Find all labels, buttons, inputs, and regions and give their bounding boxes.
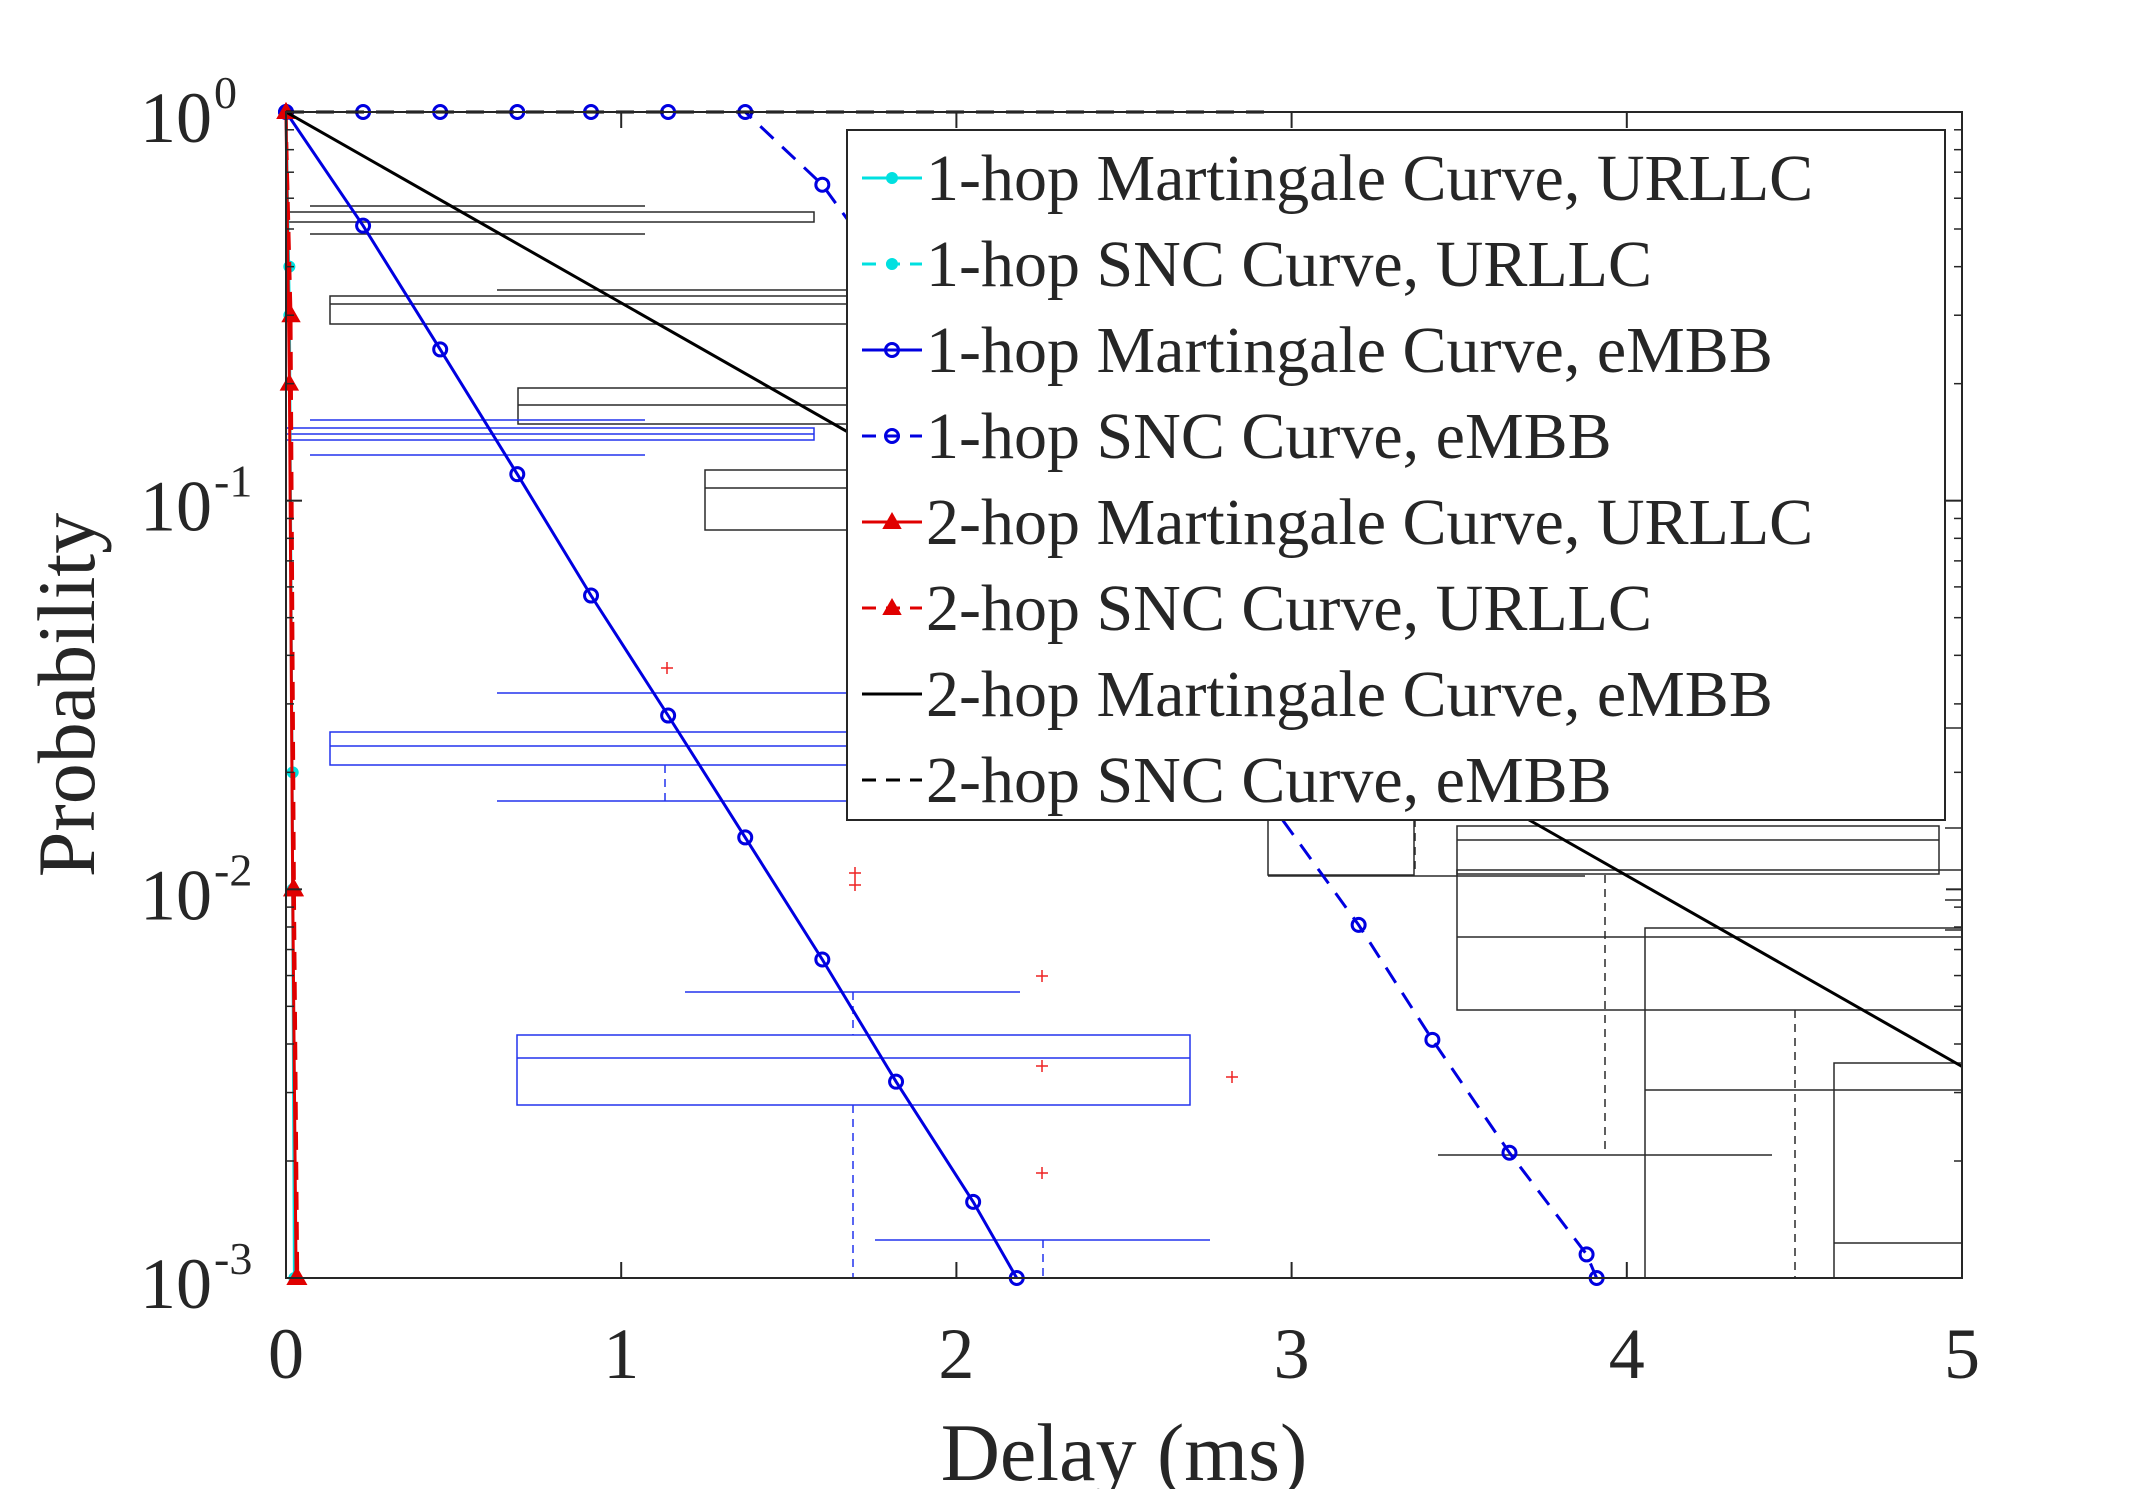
legend-label-7: 2-hop Martingale Curve, eMBB — [926, 658, 1773, 731]
series-3-point — [583, 587, 600, 604]
legend-marker-1 — [886, 172, 898, 184]
legend-label-1: 1-hop Martingale Curve, URLLC — [926, 142, 1813, 215]
y-tick-exponent: 0 — [214, 67, 237, 118]
x-tick-label: 5 — [1944, 1314, 1980, 1394]
series-3-point — [965, 1193, 982, 1210]
y-tick-label: 10 — [140, 855, 212, 935]
series-4-point — [814, 176, 831, 193]
series-line-6 — [284, 111, 300, 1279]
legend-marker-6 — [882, 597, 902, 615]
legend-label-5: 2-hop Martingale Curve, URLLC — [926, 486, 1813, 559]
series-3-point — [737, 829, 754, 846]
x-tick-label: 0 — [268, 1314, 304, 1394]
legend-marker-5 — [882, 511, 902, 529]
y-tick-label: 10 — [140, 1244, 212, 1324]
series-3-point — [814, 951, 831, 968]
legend-marker-4 — [884, 428, 900, 444]
series-4-point — [1578, 1246, 1595, 1263]
series-3-point — [509, 466, 526, 483]
series-line-3 — [284, 111, 1019, 1279]
legend-marker-2 — [886, 258, 898, 270]
legend-label-8: 2-hop SNC Curve, eMBB — [926, 744, 1612, 817]
x-tick-label: 4 — [1609, 1314, 1645, 1394]
legend-label-2: 1-hop SNC Curve, URLLC — [926, 228, 1652, 301]
y-tick-exponent: -1 — [214, 456, 252, 507]
y-axis-title: Probability — [21, 513, 112, 877]
axes-box — [285, 111, 1963, 1279]
y-tick-exponent: -2 — [214, 844, 252, 895]
legend-label-4: 1-hop SNC Curve, eMBB — [926, 400, 1612, 473]
series-3-point — [432, 341, 449, 358]
legend-label-6: 2-hop SNC Curve, URLLC — [926, 572, 1652, 645]
series-4-point — [1350, 916, 1367, 933]
series-3-point — [660, 707, 677, 724]
series-4-point — [1424, 1031, 1441, 1048]
series-6-point — [281, 305, 301, 323]
y-tick-label: 10 — [140, 78, 212, 158]
x-tick-label: 3 — [1274, 1314, 1310, 1394]
y-tick-label: 10 — [140, 467, 212, 547]
legend-marker-3 — [884, 342, 900, 358]
series-3-point — [355, 217, 372, 234]
legend-items: 1-hop Martingale Curve, URLLC 1-hop SNC C… — [862, 142, 1813, 817]
series-line-5 — [284, 111, 298, 1279]
x-axis-title: Delay (ms) — [941, 1407, 1308, 1489]
series-3-point — [888, 1073, 905, 1090]
series-4-point — [1501, 1144, 1518, 1161]
legend-label-3: 1-hop Martingale Curve, eMBB — [926, 314, 1773, 387]
y-tick-exponent: -3 — [214, 1233, 252, 1284]
legend-box — [846, 129, 1946, 821]
x-tick-label: 1 — [603, 1314, 639, 1394]
series-6-point — [284, 879, 305, 897]
x-tick-label: 2 — [938, 1314, 974, 1394]
legend: 1-hop Martingale Curve, URLLC 1-hop SNC C… — [846, 129, 1946, 821]
